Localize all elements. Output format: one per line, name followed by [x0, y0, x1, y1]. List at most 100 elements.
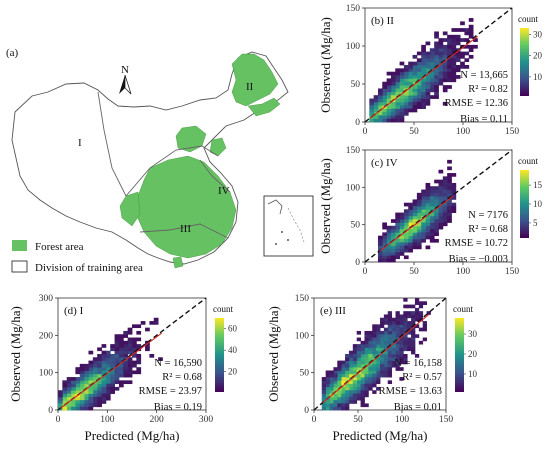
hexbin-cell: [105, 386, 111, 391]
hexbin-cell: [345, 403, 350, 408]
hexbin-cell: [408, 232, 413, 237]
hexbin-cell: [377, 115, 383, 120]
hexbin-cell: [352, 354, 358, 358]
hexbin-cell: [88, 350, 94, 355]
hexbin-cell: [429, 189, 435, 194]
hexbin-cell: [136, 360, 142, 365]
hexbin-cell: [352, 347, 358, 352]
hexbin-cell: [429, 85, 435, 89]
hexbin-cell: [364, 373, 369, 378]
hexbin-cell: [473, 38, 478, 42]
hexbin-cell: [422, 324, 427, 329]
hexbin-cell: [383, 314, 389, 319]
hexbin-cell: [97, 380, 102, 385]
hexbin-cell: [395, 101, 400, 106]
hexbin-cell: [434, 85, 439, 89]
hexbin-cell: [377, 88, 383, 93]
hexbin-cell: [395, 111, 400, 116]
hexbin-cell: [442, 31, 448, 36]
hexbin-cell: [399, 360, 404, 365]
hexbin-cell: [380, 357, 385, 361]
hexbin-cell: [418, 304, 424, 309]
hexbin-cell: [114, 367, 120, 371]
hexbin-cell: [407, 304, 412, 309]
hexbin-cell: [460, 51, 465, 56]
hexbin-cell: [438, 68, 444, 73]
hexbin-cell: [391, 317, 396, 322]
y-axis-label: Observed (Mg/ha): [8, 306, 23, 402]
hexbin-cell: [114, 377, 120, 381]
y-axis-label: Observed (Mg/ha): [266, 306, 281, 402]
hexbin-cell: [380, 334, 385, 338]
hexbin-cell: [383, 363, 389, 368]
hexbin-cell: [403, 98, 409, 103]
hexbin-cell: [337, 393, 342, 398]
hexbin-cell: [325, 406, 330, 411]
hexbin-cell: [395, 219, 400, 223]
hexbin-cell: [92, 396, 98, 401]
hexbin-cell: [383, 340, 389, 345]
hexbin-cell: [88, 390, 94, 394]
hexbin-cell: [105, 383, 111, 388]
hexbin-cell: [333, 403, 338, 408]
hexbin-cell: [386, 225, 392, 230]
hexbin-cell: [399, 78, 405, 83]
hexbin-cell: [429, 215, 435, 220]
hexbin-cell: [395, 337, 400, 342]
hexbin-cell: [110, 386, 115, 391]
hexbin-cell: [418, 314, 424, 319]
hexbin-cell: [372, 383, 377, 388]
hexbin-cell: [399, 111, 405, 116]
hexbin-cell: [352, 350, 358, 355]
hexbin-cell: [97, 370, 102, 375]
hexbin-cell: [377, 238, 383, 243]
hexbin-cell: [92, 383, 98, 388]
panel-label: (c) IV: [371, 157, 398, 169]
hexbin-cell: [395, 252, 400, 256]
hexbin-cell: [416, 88, 422, 93]
hexbin-cell: [421, 189, 426, 194]
hexbin-cell: [426, 311, 431, 315]
hexbin-cell: [382, 232, 388, 237]
hexbin-cell: [66, 386, 72, 391]
hexbin-cell: [79, 370, 85, 375]
hexbin-cell: [395, 98, 400, 103]
hexbin-cell: [136, 330, 142, 335]
hexbin-cell: [395, 367, 400, 371]
hexbin-cell: [434, 78, 439, 83]
hexbin-cell: [364, 403, 369, 408]
map-label: (a): [6, 47, 19, 59]
hexbin-cell: [416, 192, 422, 197]
hexbin-cell: [403, 330, 408, 335]
colorbar-title: count: [518, 156, 538, 166]
legend-swatch-forest: [12, 240, 27, 251]
hexbin-cell: [387, 347, 393, 352]
hexbin-cell: [412, 85, 418, 89]
hexbin-cell: [380, 367, 385, 371]
hexbin-cell: [333, 393, 338, 398]
hexbin-cell: [438, 54, 444, 59]
hexbin-cell: [460, 65, 465, 69]
hexbin-cell: [403, 81, 409, 86]
y-tick-label: 100: [346, 183, 361, 193]
stat-label: N = 16,158: [394, 358, 442, 369]
hexbin-cell: [101, 390, 107, 394]
hexbin-cell: [380, 317, 385, 322]
hexbin-cell: [341, 373, 346, 378]
hexbin-cell: [333, 380, 338, 385]
hexbin-cell: [395, 354, 400, 358]
hexbin-cell: [372, 363, 377, 368]
hexbin-cell: [425, 232, 431, 237]
y-tick-label: 50: [300, 369, 310, 379]
hexbin-cell: [386, 78, 392, 83]
hexbin-cell: [118, 354, 124, 358]
hexbin-cell: [352, 360, 358, 365]
hexbin-cell: [403, 105, 409, 109]
hexbin-cell: [149, 354, 155, 358]
hexbin-cell: [438, 182, 444, 187]
hexbin-cell: [395, 357, 400, 361]
hexbin-cell: [447, 202, 452, 207]
hexbin-cell: [425, 61, 431, 66]
hexbin-cell: [369, 108, 375, 113]
hexbin-cell: [451, 68, 457, 73]
